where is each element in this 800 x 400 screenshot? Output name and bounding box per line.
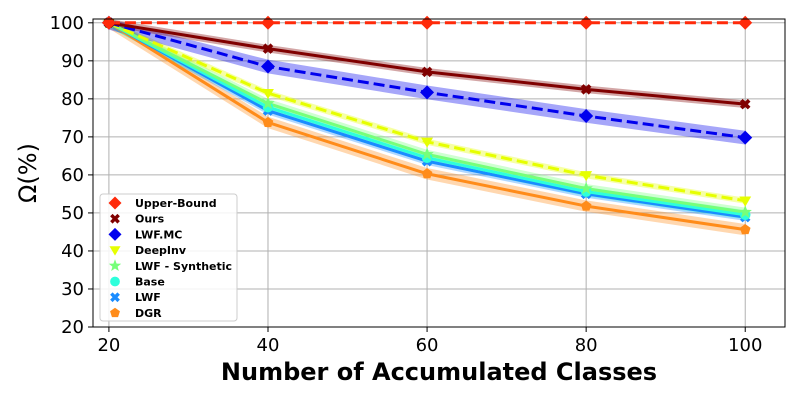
point-deepinv xyxy=(421,137,434,148)
legend-marker-upper-bound xyxy=(108,196,122,210)
point-dgr xyxy=(262,116,274,127)
point-dgr xyxy=(421,168,433,179)
legend: Upper-Bound Ours LWF.MC DeepInv LWF - Synthe… xyxy=(99,193,238,322)
x-tick-label: 60 xyxy=(416,335,439,356)
legend-marker-lwf xyxy=(110,292,120,303)
y-axis-title: Ω(%) xyxy=(14,143,42,203)
legend-box xyxy=(99,193,238,322)
legend-marker-base xyxy=(110,276,120,287)
legend-marker-deepinv xyxy=(109,246,121,256)
point-lwf-mc xyxy=(738,130,753,145)
legend-label-dgr: DGR xyxy=(135,307,162,320)
point-ours xyxy=(421,66,433,78)
point-deepinv xyxy=(739,196,752,207)
legend-marker-lwf-mc xyxy=(108,227,122,241)
legend-label-lwf-synthetic: LWF - Synthetic xyxy=(135,260,232,273)
axis-ticks: 20 40 60 80 100 20 30 40 50 60 70 80 90 100 xyxy=(50,13,763,356)
legend-marker-lwf-synthetic xyxy=(108,259,122,272)
x-tick-label: 20 xyxy=(97,335,120,356)
y-tick-label: 50 xyxy=(61,203,84,224)
point-lwf-synthetic xyxy=(261,96,275,110)
x-tick-label: 100 xyxy=(728,335,762,356)
point-lwf-mc xyxy=(579,108,594,123)
point-dgr xyxy=(739,224,751,235)
point-lwf-mc xyxy=(420,85,435,100)
x-axis-title: Number of Accumulated Classes xyxy=(221,358,657,386)
y-tick-label: 70 xyxy=(61,127,84,148)
point-ours xyxy=(262,43,274,54)
legend-marker-dgr xyxy=(110,307,120,318)
y-tick-label: 90 xyxy=(61,51,84,72)
point-lwf-synthetic xyxy=(579,181,593,195)
point-ours xyxy=(580,84,592,95)
point-ours xyxy=(739,98,751,110)
y-tick-label: 40 xyxy=(61,241,84,262)
point-dgr xyxy=(580,200,592,211)
y-tick-label: 60 xyxy=(61,165,84,186)
band-ours xyxy=(108,19,746,108)
y-tick-label: 100 xyxy=(50,13,84,34)
point-deepinv xyxy=(580,171,593,182)
point-lwf-synthetic xyxy=(738,205,752,218)
legend-label-deepinv: DeepInv xyxy=(135,244,187,257)
plot-frame xyxy=(92,18,786,328)
legend-label-base: Base xyxy=(135,276,165,289)
legend-label-lwf: LWF xyxy=(135,291,161,304)
x-tick-label: 40 xyxy=(257,335,280,356)
x-tick-label: 80 xyxy=(575,335,598,356)
y-tick-label: 30 xyxy=(61,279,84,300)
point-lwf-synthetic xyxy=(420,147,434,161)
point-lwf-mc xyxy=(260,59,275,74)
legend-label-ours: Ours xyxy=(135,213,165,226)
y-tick-label: 80 xyxy=(61,89,84,110)
y-tick-label: 20 xyxy=(61,317,84,338)
legend-marker-ours xyxy=(110,213,120,224)
point-deepinv xyxy=(262,88,274,100)
legend-label-lwf-mc: LWF.MC xyxy=(135,228,182,241)
legend-label-upper-bound: Upper-Bound xyxy=(135,197,217,210)
